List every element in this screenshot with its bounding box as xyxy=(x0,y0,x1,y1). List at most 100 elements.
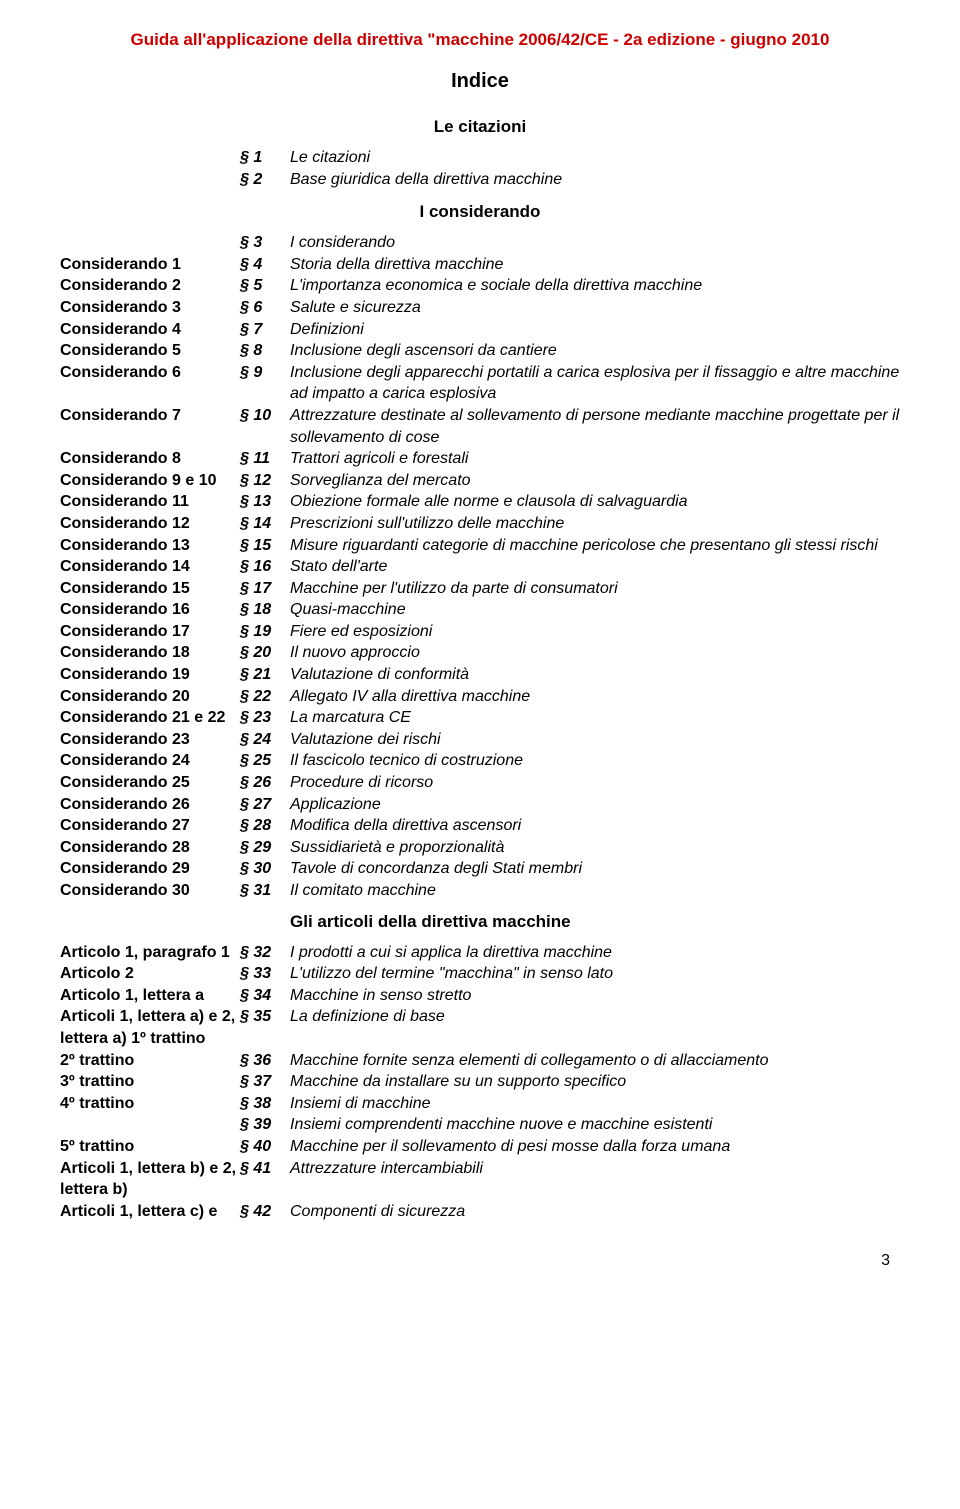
toc-row: Considerando 11§ 13Obiezione formale all… xyxy=(60,491,900,513)
toc-label: Considerando 29 xyxy=(60,858,240,880)
toc-desc: Fiere ed esposizioni xyxy=(290,621,900,643)
toc-row: Articoli 1, lettera b) e 2, lettera b)§ … xyxy=(60,1158,900,1201)
toc-desc: Stato dell'arte xyxy=(290,556,900,578)
toc-row: 3º trattino§ 37Macchine da installare su… xyxy=(60,1071,900,1093)
toc-desc: Attrezzature destinate al sollevamento d… xyxy=(290,405,900,448)
toc-section-ref: § 3 xyxy=(240,232,290,254)
toc-desc: Macchine per il sollevamento di pesi mos… xyxy=(290,1136,900,1158)
toc-label: Considerando 18 xyxy=(60,642,240,664)
toc-desc: Insiemi comprendenti macchine nuove e ma… xyxy=(290,1114,900,1136)
toc-label: Considerando 4 xyxy=(60,319,240,341)
toc-row: Articolo 1, paragrafo 1§ 32I prodotti a … xyxy=(60,942,900,964)
toc-row: Articoli 1, lettera c) e§ 42Componenti d… xyxy=(60,1201,900,1223)
toc-label: Considerando 17 xyxy=(60,621,240,643)
intro-rows: § 1Le citazioni§ 2Base giuridica della d… xyxy=(240,147,900,190)
toc-label: Considerando 12 xyxy=(60,513,240,535)
toc-section-ref: § 22 xyxy=(240,686,290,708)
toc-label: Considerando 27 xyxy=(60,815,240,837)
toc-desc: Salute e sicurezza xyxy=(290,297,900,319)
toc-section-ref: § 41 xyxy=(240,1158,290,1201)
toc-desc: Insiemi di macchine xyxy=(290,1093,900,1115)
toc-section-ref: § 35 xyxy=(240,1006,290,1049)
toc-label xyxy=(60,1114,240,1136)
toc-label: Articolo 2 xyxy=(60,963,240,985)
toc-section-ref: § 38 xyxy=(240,1093,290,1115)
toc-label: Considerando 14 xyxy=(60,556,240,578)
toc-section-ref: § 7 xyxy=(240,319,290,341)
toc-desc: Allegato IV alla direttiva macchine xyxy=(290,686,900,708)
toc-row: 4º trattino§ 38Insiemi di macchine xyxy=(60,1093,900,1115)
toc-row: Considerando 17§ 19Fiere ed esposizioni xyxy=(60,621,900,643)
toc-row: § 3I considerando xyxy=(60,232,900,254)
toc-desc: Attrezzature intercambiabili xyxy=(290,1158,900,1201)
toc-desc: Valutazione dei rischi xyxy=(290,729,900,751)
toc-row: § 39Insiemi comprendenti macchine nuove … xyxy=(60,1114,900,1136)
toc-desc: Trattori agricoli e forestali xyxy=(290,448,900,470)
toc-row: Considerando 20§ 22Allegato IV alla dire… xyxy=(60,686,900,708)
toc-row: Considerando 24§ 25Il fascicolo tecnico … xyxy=(60,750,900,772)
index-title: Indice xyxy=(60,70,900,93)
toc-row: Considerando 12§ 14Prescrizioni sull'uti… xyxy=(60,513,900,535)
toc-section-ref: § 34 xyxy=(240,985,290,1007)
intro-desc: Le citazioni xyxy=(290,147,900,169)
toc-desc: Inclusione degli ascensori da cantiere xyxy=(290,340,900,362)
toc-desc: Quasi-macchine xyxy=(290,599,900,621)
toc-label: Considerando 16 xyxy=(60,599,240,621)
toc-row: Considerando 9 e 10§ 12Sorveglianza del … xyxy=(60,470,900,492)
toc-section-ref: § 30 xyxy=(240,858,290,880)
toc-label: 4º trattino xyxy=(60,1093,240,1115)
toc-desc: Misure riguardanti categorie di macchine… xyxy=(290,535,900,557)
toc-row: Considerando 14§ 16Stato dell'arte xyxy=(60,556,900,578)
toc-label: Considerando 15 xyxy=(60,578,240,600)
toc-label: Considerando 25 xyxy=(60,772,240,794)
intro-section-ref: § 1 xyxy=(240,147,290,169)
toc-desc: Definizioni xyxy=(290,319,900,341)
toc-section-ref: § 14 xyxy=(240,513,290,535)
toc-label: Considerando 26 xyxy=(60,794,240,816)
toc-section-ref: § 18 xyxy=(240,599,290,621)
toc-section-ref: § 36 xyxy=(240,1050,290,1072)
toc-desc: Procedure di ricorso xyxy=(290,772,900,794)
toc-label: Considerando 5 xyxy=(60,340,240,362)
toc-section-ref: § 17 xyxy=(240,578,290,600)
toc-section-ref: § 10 xyxy=(240,405,290,448)
toc-section-ref: § 32 xyxy=(240,942,290,964)
toc-section-ref: § 25 xyxy=(240,750,290,772)
toc-desc: Inclusione degli apparecchi portatili a … xyxy=(290,362,900,405)
toc-section-ref: § 21 xyxy=(240,664,290,686)
page: Guida all'applicazione della direttiva "… xyxy=(0,0,960,1300)
toc-section-ref: § 16 xyxy=(240,556,290,578)
toc-desc: Tavole di concordanza degli Stati membri xyxy=(290,858,900,880)
toc-desc: Modifica della direttiva ascensori xyxy=(290,815,900,837)
toc-section-ref: § 31 xyxy=(240,880,290,902)
toc-section-ref: § 23 xyxy=(240,707,290,729)
toc-row: Considerando 8§ 11Trattori agricoli e fo… xyxy=(60,448,900,470)
toc-section-ref: § 20 xyxy=(240,642,290,664)
toc-section-ref: § 11 xyxy=(240,448,290,470)
toc-label: Considerando 24 xyxy=(60,750,240,772)
toc-section-ref: § 24 xyxy=(240,729,290,751)
toc-desc: Prescrizioni sull'utilizzo delle macchin… xyxy=(290,513,900,535)
toc-section-ref: § 13 xyxy=(240,491,290,513)
toc-row: Considerando 2§ 5L'importanza economica … xyxy=(60,275,900,297)
toc-row: 2º trattino§ 36Macchine fornite senza el… xyxy=(60,1050,900,1072)
toc-desc: L'importanza economica e sociale della d… xyxy=(290,275,900,297)
toc-desc: L'utilizzo del termine "macchina" in sen… xyxy=(290,963,900,985)
toc-label: Articolo 1, paragrafo 1 xyxy=(60,942,240,964)
toc-desc: Valutazione di conformità xyxy=(290,664,900,686)
toc-label: Considerando 7 xyxy=(60,405,240,448)
toc-section-ref: § 28 xyxy=(240,815,290,837)
toc-row: Considerando 5§ 8Inclusione degli ascens… xyxy=(60,340,900,362)
toc-desc: La marcatura CE xyxy=(290,707,900,729)
intro-section-ref: § 2 xyxy=(240,169,290,191)
toc-label: Articolo 1, lettera a xyxy=(60,985,240,1007)
toc-label: Considerando 1 xyxy=(60,254,240,276)
toc-label: Considerando 2 xyxy=(60,275,240,297)
toc-desc: Il nuovo approccio xyxy=(290,642,900,664)
toc-section-ref: § 6 xyxy=(240,297,290,319)
toc-label: Considerando 6 xyxy=(60,362,240,405)
toc-label: Considerando 30 xyxy=(60,880,240,902)
toc-row: Considerando 3§ 6Salute e sicurezza xyxy=(60,297,900,319)
toc-label: Articoli 1, lettera a) e 2, lettera a) 1… xyxy=(60,1006,240,1049)
toc-row: 5º trattino§ 40Macchine per il sollevame… xyxy=(60,1136,900,1158)
